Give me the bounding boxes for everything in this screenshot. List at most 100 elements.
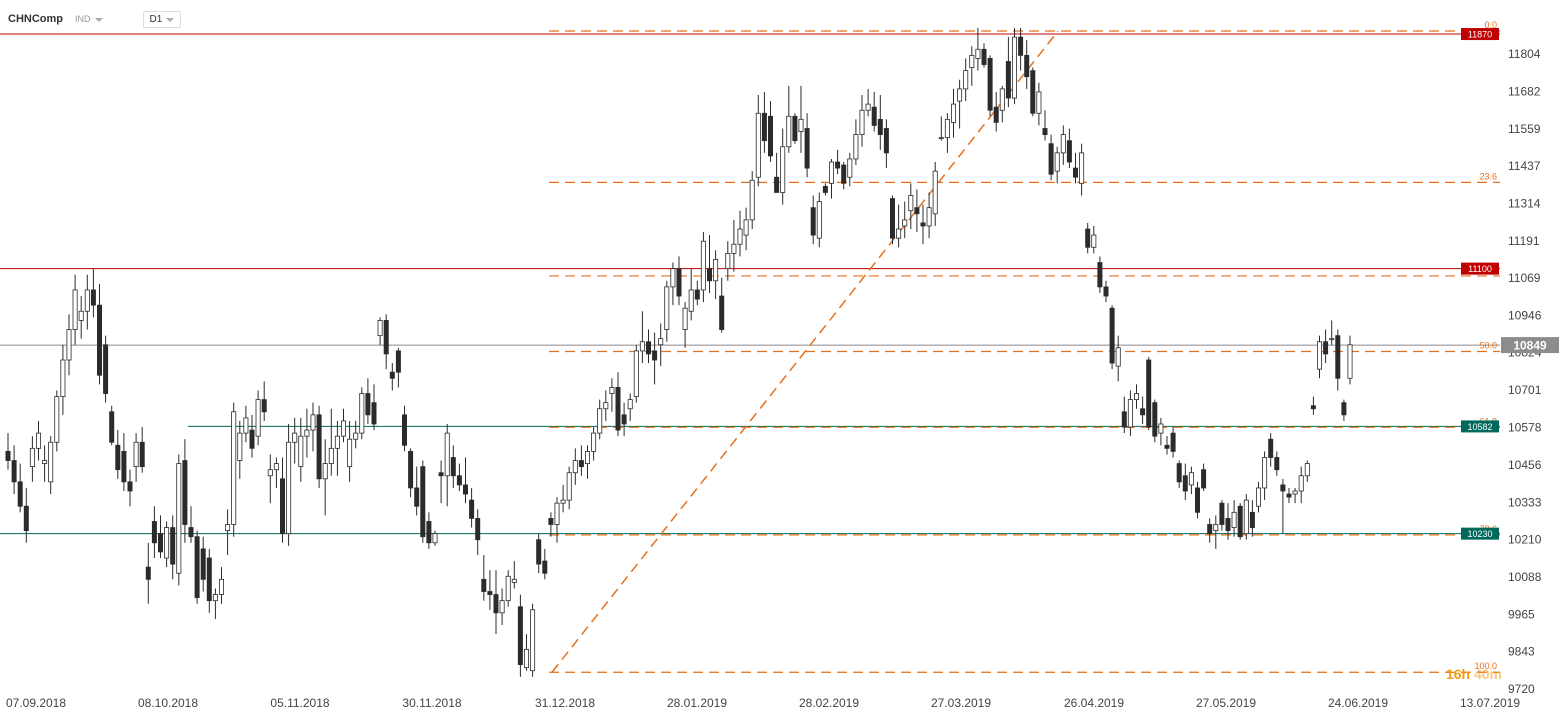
candle-body bbox=[1103, 286, 1109, 297]
candle bbox=[1042, 110, 1048, 141]
instrument-type-dropdown[interactable]: IND bbox=[71, 14, 107, 24]
candle bbox=[749, 171, 755, 230]
candle bbox=[499, 588, 505, 626]
candle-body bbox=[499, 600, 505, 614]
candle bbox=[1268, 433, 1274, 467]
candle-body bbox=[658, 338, 664, 346]
candle bbox=[475, 509, 481, 555]
candle-body bbox=[1195, 487, 1201, 513]
candle-body bbox=[487, 591, 493, 595]
candle bbox=[877, 94, 883, 150]
candle bbox=[115, 430, 121, 479]
candle bbox=[603, 390, 609, 421]
candle bbox=[902, 201, 908, 239]
candle bbox=[804, 113, 810, 178]
candle bbox=[688, 268, 694, 321]
candle-body bbox=[1109, 307, 1115, 364]
candle-countdown-timer: 16h 40m bbox=[1446, 666, 1502, 682]
candle bbox=[1335, 329, 1341, 391]
candle-body bbox=[438, 472, 444, 477]
candle-body bbox=[310, 414, 316, 431]
candle bbox=[1274, 451, 1280, 476]
candle-body bbox=[353, 432, 359, 440]
candle-body bbox=[389, 371, 395, 379]
candle-body bbox=[835, 161, 841, 169]
candle bbox=[1286, 487, 1292, 504]
candle bbox=[353, 420, 359, 449]
candle bbox=[1195, 481, 1201, 519]
candle bbox=[176, 454, 182, 586]
candle bbox=[1298, 466, 1304, 504]
candle-body bbox=[42, 460, 48, 464]
candle bbox=[1048, 134, 1054, 181]
candle bbox=[72, 274, 78, 345]
candle bbox=[670, 262, 676, 306]
candle-body bbox=[408, 450, 414, 489]
price-tick-label: 10333 bbox=[1508, 495, 1542, 509]
candle bbox=[1127, 390, 1133, 437]
candle bbox=[957, 79, 963, 129]
candle-body bbox=[1243, 499, 1249, 535]
candle-body bbox=[1091, 234, 1097, 248]
candle-body bbox=[871, 106, 877, 126]
candle-body bbox=[127, 481, 133, 492]
candle bbox=[188, 506, 194, 543]
candle bbox=[566, 466, 572, 510]
candle-body bbox=[1298, 475, 1304, 492]
candle-body bbox=[1024, 54, 1030, 78]
candle-body bbox=[115, 444, 121, 471]
candle-body bbox=[585, 450, 591, 464]
candle-body bbox=[768, 115, 774, 157]
fibonacci-layer: 0.023.638.250.061.878.6100.0 bbox=[549, 20, 1500, 673]
support-tag-label: 10582 bbox=[1467, 422, 1492, 432]
candle-body bbox=[1207, 524, 1213, 535]
candle bbox=[890, 195, 896, 245]
timeframe-dropdown[interactable]: D1 bbox=[142, 10, 182, 28]
candle bbox=[279, 457, 285, 543]
date-tick-label: 31.12.2018 bbox=[535, 696, 595, 710]
candle-body bbox=[1097, 262, 1103, 288]
candle-body bbox=[304, 429, 310, 437]
candle-body bbox=[920, 222, 926, 227]
candle-body bbox=[572, 460, 578, 474]
candle-body bbox=[1262, 457, 1268, 489]
candle-body bbox=[1323, 341, 1329, 355]
candle bbox=[615, 372, 621, 437]
candle-body bbox=[279, 478, 285, 535]
candle-body bbox=[72, 289, 78, 330]
candle-body bbox=[121, 450, 127, 483]
candle bbox=[1134, 384, 1140, 409]
candle bbox=[1188, 466, 1194, 495]
candle bbox=[1066, 128, 1072, 169]
candle bbox=[151, 506, 157, 559]
candle bbox=[841, 162, 847, 190]
price-tick-label: 11314 bbox=[1508, 196, 1541, 210]
timer-minutes: 40m bbox=[1473, 666, 1502, 682]
candle bbox=[1146, 356, 1152, 431]
date-tick-label: 24.06.2019 bbox=[1328, 696, 1388, 710]
candle bbox=[1347, 335, 1353, 385]
candle bbox=[572, 448, 578, 485]
candle-body bbox=[157, 533, 163, 553]
candle-body bbox=[542, 560, 548, 574]
candle-body bbox=[603, 402, 609, 410]
candle-body bbox=[11, 460, 17, 483]
candle-body bbox=[1018, 36, 1024, 56]
candle-body bbox=[761, 112, 767, 142]
chart-toolbar: CHNComp IND D1 bbox=[8, 8, 182, 30]
candle bbox=[975, 27, 981, 71]
candle-body bbox=[17, 481, 23, 507]
candle-body bbox=[914, 207, 920, 215]
candle bbox=[60, 344, 66, 415]
candle bbox=[530, 603, 536, 677]
candle bbox=[883, 119, 889, 169]
price-tick-label: 10578 bbox=[1508, 421, 1542, 435]
candle bbox=[1323, 329, 1329, 364]
candle-body bbox=[322, 463, 328, 480]
candle bbox=[639, 311, 645, 364]
candle-body bbox=[1042, 128, 1048, 135]
candle-body bbox=[231, 411, 237, 525]
candle-body bbox=[383, 320, 389, 355]
candle-body bbox=[36, 432, 42, 449]
